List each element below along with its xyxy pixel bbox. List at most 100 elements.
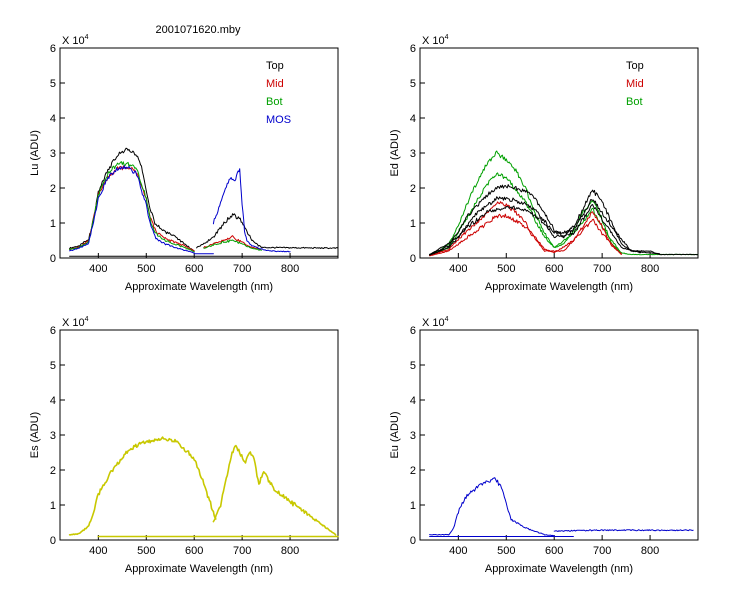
x-tick-label: 800 (641, 263, 659, 275)
y-tick-label: 1 (50, 500, 56, 512)
series-line (553, 529, 694, 532)
plot-frame (59, 329, 339, 541)
y-tick-label: 3 (50, 148, 56, 160)
series-line (203, 239, 262, 251)
y-tick-label: 5 (50, 360, 56, 372)
series-line (203, 235, 262, 250)
multiplier-base: X 10 (422, 317, 445, 329)
axis-multiplier: X 104 (422, 34, 449, 47)
series-line (429, 213, 622, 257)
figure-title: 2001071620.mby (155, 24, 241, 36)
series-line (429, 477, 555, 537)
legend-entry: MOS (266, 114, 291, 126)
y-tick-label: 6 (410, 325, 416, 337)
x-tick-label: 400 (449, 545, 467, 557)
legend-entry: Bot (626, 96, 643, 108)
x-axis-label: Approximate Wavelength (nm) (125, 281, 273, 293)
series-mos (69, 165, 291, 255)
series-line (196, 213, 339, 250)
x-tick-label: 800 (281, 263, 299, 275)
series-line (429, 184, 699, 256)
y-axis-label: Es (ADU) (29, 412, 41, 458)
y-tick-label: 5 (410, 360, 416, 372)
x-tick-label: 600 (545, 263, 563, 275)
y-tick-label: 0 (410, 535, 416, 547)
x-tick-label: 500 (497, 545, 515, 557)
x-tick-label: 600 (185, 263, 203, 275)
x-tick-label: 700 (593, 263, 611, 275)
x-tick-label: 500 (137, 545, 155, 557)
x-axis-label: Approximate Wavelength (nm) (125, 563, 273, 575)
axis-multiplier: X 104 (62, 34, 89, 47)
y-tick-label: 0 (50, 253, 56, 265)
series-mid (429, 201, 622, 257)
y-tick-label: 2 (410, 183, 416, 195)
y-tick-label: 4 (410, 113, 416, 125)
legend-entry: Mid (266, 78, 284, 90)
axis-multiplier: X 104 (422, 316, 449, 329)
plot-frame (59, 47, 339, 259)
series-line (69, 161, 195, 253)
x-tick-label: 800 (641, 545, 659, 557)
series-line (429, 172, 622, 256)
y-tick-label: 1 (410, 500, 416, 512)
y-axis-label: Ed (ADU) (389, 129, 401, 176)
series-line (429, 150, 699, 256)
y-axis-label: Lu (ADU) (29, 130, 41, 176)
y-tick-label: 4 (50, 113, 56, 125)
y-tick-label: 1 (410, 218, 416, 230)
multiplier-base: X 10 (62, 317, 85, 329)
series-top (429, 184, 699, 256)
axis-multiplier: X 104 (62, 316, 89, 329)
series-line (429, 201, 622, 256)
y-tick-label: 2 (50, 183, 56, 195)
series-line (69, 147, 195, 252)
series-eu (429, 477, 694, 537)
series-line (69, 165, 195, 254)
series-mid (69, 165, 262, 252)
y-tick-label: 2 (50, 465, 56, 477)
y-tick-label: 3 (50, 430, 56, 442)
x-tick-label: 400 (449, 263, 467, 275)
multiplier-exponent: 4 (85, 316, 89, 323)
series-line (212, 444, 337, 536)
series-line (68, 436, 217, 536)
y-tick-label: 6 (50, 325, 56, 337)
legend-entry: Top (266, 60, 284, 72)
x-tick-label: 400 (89, 545, 107, 557)
y-tick-label: 0 (50, 535, 56, 547)
multiplier-base: X 10 (422, 35, 445, 47)
y-axis-label: Eu (ADU) (389, 411, 401, 458)
multiplier-exponent: 4 (85, 34, 89, 41)
series-top (69, 147, 339, 257)
legend-entry: Bot (266, 96, 283, 108)
y-tick-label: 3 (410, 148, 416, 160)
series-line (69, 165, 195, 252)
x-tick-label: 800 (281, 545, 299, 557)
y-tick-label: 3 (410, 430, 416, 442)
y-tick-label: 1 (50, 218, 56, 230)
multiplier-exponent: 4 (445, 316, 449, 323)
plot-frame (419, 329, 699, 541)
y-tick-label: 5 (50, 78, 56, 90)
y-tick-label: 4 (410, 395, 416, 407)
y-tick-label: 6 (410, 43, 416, 55)
legend-entry: Mid (626, 78, 644, 90)
x-tick-label: 700 (233, 545, 251, 557)
multiplier-base: X 10 (62, 35, 85, 47)
y-tick-label: 6 (50, 43, 56, 55)
y-tick-label: 2 (410, 465, 416, 477)
x-axis-label: Approximate Wavelength (nm) (485, 563, 633, 575)
y-tick-label: 0 (410, 253, 416, 265)
multiplier-exponent: 4 (445, 34, 449, 41)
x-tick-label: 500 (137, 263, 155, 275)
x-tick-label: 400 (89, 263, 107, 275)
x-tick-label: 600 (185, 545, 203, 557)
x-tick-label: 600 (545, 545, 563, 557)
y-tick-label: 4 (50, 395, 56, 407)
x-tick-label: 500 (497, 263, 515, 275)
